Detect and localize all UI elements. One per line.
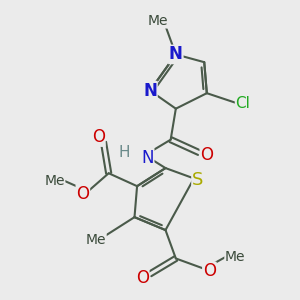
- Text: S: S: [192, 171, 203, 189]
- Text: O: O: [200, 146, 213, 164]
- Text: Me: Me: [225, 250, 245, 264]
- Text: O: O: [203, 262, 216, 280]
- Text: Me: Me: [148, 14, 168, 28]
- Text: H: H: [118, 145, 130, 160]
- Text: O: O: [136, 269, 149, 287]
- Text: N: N: [141, 149, 154, 167]
- Text: Cl: Cl: [236, 96, 250, 111]
- Text: Me: Me: [44, 174, 65, 188]
- Text: N: N: [143, 82, 157, 100]
- Text: Me: Me: [85, 233, 106, 248]
- Text: O: O: [92, 128, 105, 146]
- Text: N: N: [169, 45, 183, 63]
- Text: O: O: [76, 185, 89, 203]
